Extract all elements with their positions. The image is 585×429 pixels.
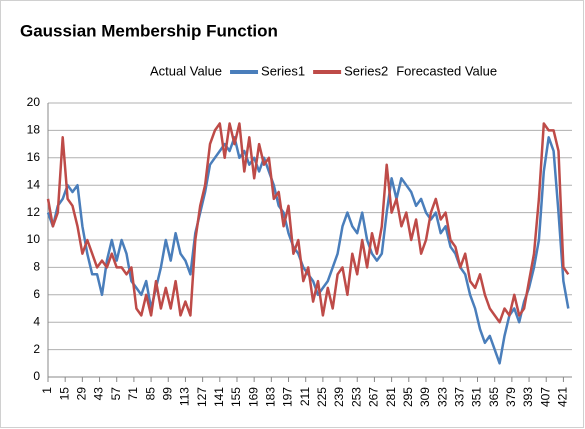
x-tick-label: 29 bbox=[75, 387, 89, 401]
x-tick-label: 99 bbox=[160, 387, 174, 401]
x-tick-label: 155 bbox=[229, 387, 243, 407]
x-tick-label: 211 bbox=[298, 387, 312, 406]
x-tick-label: 393 bbox=[521, 387, 535, 407]
y-tick-label: 6 bbox=[33, 287, 40, 301]
x-tick-label: 337 bbox=[452, 387, 466, 407]
y-tick-label: 12 bbox=[27, 205, 41, 219]
x-tick-label: 267 bbox=[367, 387, 381, 407]
x-tick-label: 365 bbox=[487, 387, 501, 407]
x-tick-label: 295 bbox=[401, 387, 415, 407]
x-tick-label: 379 bbox=[504, 387, 518, 407]
x-tick-label: 407 bbox=[538, 387, 552, 407]
x-tick-label: 281 bbox=[384, 387, 398, 407]
legend-prefix: Actual Value bbox=[150, 63, 222, 78]
y-tick-label: 8 bbox=[33, 260, 40, 274]
legend-suffix: Forecasted Value bbox=[396, 63, 497, 78]
x-tick-label: 1 bbox=[40, 387, 54, 394]
y-tick-label: 18 bbox=[27, 123, 41, 137]
legend-label: Series2 bbox=[344, 63, 388, 78]
y-tick-label: 10 bbox=[27, 232, 41, 246]
y-tick-label: 16 bbox=[27, 150, 41, 164]
y-tick-label: 14 bbox=[27, 177, 41, 191]
x-tick-label: 183 bbox=[264, 387, 278, 407]
legend-label: Series1 bbox=[261, 63, 305, 78]
x-tick-label: 197 bbox=[281, 387, 295, 407]
x-tick-label: 169 bbox=[246, 387, 260, 407]
x-tick-label: 421 bbox=[556, 387, 570, 407]
y-tick-label: 2 bbox=[33, 342, 40, 356]
series-line bbox=[46, 122, 570, 324]
x-tick-label: 141 bbox=[212, 387, 226, 407]
y-tick-label: 0 bbox=[33, 369, 40, 383]
x-tick-label: 15 bbox=[57, 387, 71, 401]
x-tick-label: 85 bbox=[143, 387, 157, 401]
x-tick-label: 127 bbox=[195, 387, 209, 407]
x-tick-label: 239 bbox=[332, 387, 346, 407]
x-tick-label: 71 bbox=[126, 387, 140, 401]
x-tick-label: 113 bbox=[178, 387, 192, 406]
x-tick-label: 43 bbox=[92, 387, 106, 401]
y-tick-label: 20 bbox=[27, 95, 41, 109]
legend: Actual Value Series1 Series2 Forecasted Val… bbox=[150, 63, 497, 78]
chart-title: Gaussian Membership Function bbox=[20, 21, 278, 40]
x-tick-label: 323 bbox=[435, 387, 449, 407]
x-tick-label: 57 bbox=[109, 387, 123, 401]
x-tick-label: 253 bbox=[349, 387, 363, 407]
x-tick-label: 309 bbox=[418, 387, 432, 407]
x-tick-label: 351 bbox=[470, 387, 484, 407]
y-tick-label: 4 bbox=[33, 314, 40, 328]
x-tick-label: 225 bbox=[315, 387, 329, 407]
